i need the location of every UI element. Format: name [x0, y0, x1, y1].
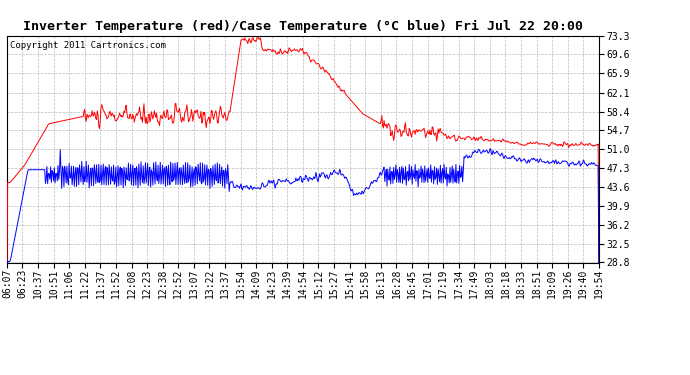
- Title: Inverter Temperature (red)/Case Temperature (°C blue) Fri Jul 22 20:00: Inverter Temperature (red)/Case Temperat…: [23, 20, 583, 33]
- Text: Copyright 2011 Cartronics.com: Copyright 2011 Cartronics.com: [10, 41, 166, 50]
